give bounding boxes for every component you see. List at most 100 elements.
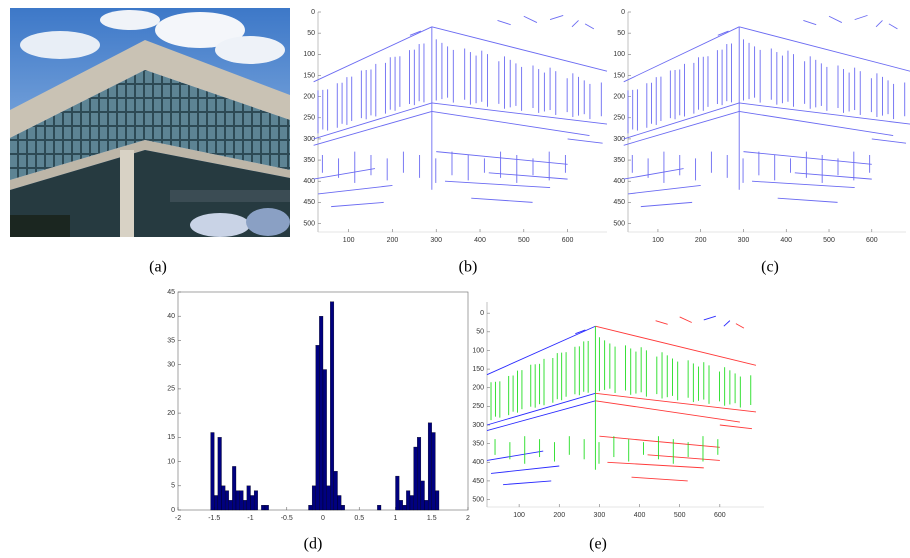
- y-tick-label: 50: [307, 30, 315, 37]
- edge-map: [487, 316, 756, 484]
- edge-segment: [855, 15, 868, 19]
- bar: [222, 486, 226, 510]
- bar: [410, 495, 414, 510]
- edge-segment: [724, 321, 730, 327]
- edge-segment: [491, 466, 559, 473]
- bar: [211, 432, 215, 510]
- x-tick-label: 200: [553, 512, 565, 519]
- y-tick-label: 500: [472, 496, 484, 503]
- x-tick-label: 400: [634, 512, 646, 519]
- x-tick-label: 100: [513, 512, 525, 519]
- bar: [247, 486, 251, 510]
- bar: [428, 423, 432, 510]
- caption: (c): [761, 259, 779, 276]
- bar: [240, 491, 244, 510]
- edge-segment: [595, 326, 756, 365]
- edge-segment: [487, 393, 595, 425]
- edge-segment: [803, 20, 816, 24]
- x-tick-label: 300: [430, 237, 442, 244]
- edge-segment: [572, 20, 579, 26]
- y-tick-label: 0: [171, 507, 175, 514]
- edge-segment: [628, 185, 701, 193]
- y-tick-label: 500: [303, 220, 315, 227]
- edge-segment: [568, 139, 603, 143]
- x-tick-label: 400: [474, 237, 486, 244]
- edge-segment: [739, 27, 910, 71]
- y-tick-label: 350: [303, 157, 315, 164]
- edge-segment: [471, 198, 532, 202]
- edge-segment: [720, 425, 752, 429]
- y-tick-label: 150: [472, 366, 484, 373]
- caption: (e): [589, 536, 607, 553]
- y-tick-label: 400: [303, 178, 315, 185]
- x-tick-label: 600: [714, 512, 726, 519]
- y-tick-label: 450: [472, 478, 484, 485]
- x-tick-label: 300: [594, 512, 606, 519]
- y-tick-label: 250: [303, 115, 315, 122]
- edge-segment: [872, 139, 906, 143]
- x-tick-label: 1.5: [427, 515, 437, 522]
- bar: [406, 491, 410, 510]
- edge-segment: [314, 111, 432, 145]
- y-tick-label: 250: [613, 115, 625, 122]
- x-tick-label: -0.5: [281, 515, 293, 522]
- photo: [10, 8, 290, 237]
- bar: [261, 505, 265, 510]
- bar: [399, 500, 403, 510]
- edge-map: [624, 15, 910, 206]
- bar: [334, 471, 338, 510]
- y-tick-label: 500: [613, 220, 625, 227]
- x-tick-label: -2: [175, 515, 181, 522]
- x-tick-label: -1: [247, 515, 253, 522]
- y-tick-label: 100: [472, 347, 484, 354]
- bar: [254, 491, 258, 510]
- x-tick-label: 1: [394, 515, 398, 522]
- caption: (d): [304, 536, 323, 553]
- x-tick-label: 2: [466, 515, 470, 522]
- edge-segment: [778, 198, 838, 202]
- bar: [265, 505, 269, 510]
- bar: [403, 505, 407, 510]
- bar: [435, 491, 439, 510]
- edge-segment: [595, 401, 740, 422]
- y-tick-label: 45: [167, 289, 175, 296]
- edge-segment: [445, 181, 550, 187]
- y-tick-label: 0: [311, 9, 315, 16]
- bar: [309, 505, 313, 510]
- bar: [341, 505, 345, 510]
- y-tick-label: 300: [472, 422, 484, 429]
- bar: [312, 486, 316, 510]
- x-tick-label: -1.5: [208, 515, 220, 522]
- edge-segment: [641, 202, 692, 206]
- y-tick-label: 100: [303, 51, 315, 58]
- edge-segment: [829, 16, 842, 22]
- x-tick-label: 600: [562, 237, 574, 244]
- bar: [417, 437, 421, 510]
- y-tick-label: 400: [613, 178, 625, 185]
- bar: [330, 302, 334, 510]
- caption: (b): [459, 259, 478, 276]
- x-tick-label: 500: [674, 512, 686, 519]
- edge-segment: [487, 401, 595, 431]
- y-tick-label: 0: [621, 9, 625, 16]
- edge-segment: [503, 481, 551, 485]
- edge-segment: [624, 103, 739, 139]
- bar: [421, 481, 425, 510]
- y-tick-label: 200: [613, 93, 625, 100]
- y-tick-label: 450: [303, 199, 315, 206]
- edge-segment: [595, 393, 756, 412]
- y-tick-label: 350: [613, 157, 625, 164]
- y-tick-label: 400: [472, 459, 484, 466]
- x-tick-label: 0.5: [354, 515, 364, 522]
- y-tick-label: 350: [472, 440, 484, 447]
- bar: [432, 432, 436, 510]
- y-tick-label: 50: [476, 329, 484, 336]
- y-tick-label: 40: [167, 313, 175, 320]
- x-tick-label: 400: [780, 237, 792, 244]
- x-tick-label: 0: [321, 515, 325, 522]
- x-tick-label: 300: [738, 237, 750, 244]
- bar: [243, 500, 247, 510]
- bar: [232, 466, 236, 510]
- edge-segment: [889, 24, 898, 29]
- edge-segment: [656, 321, 668, 325]
